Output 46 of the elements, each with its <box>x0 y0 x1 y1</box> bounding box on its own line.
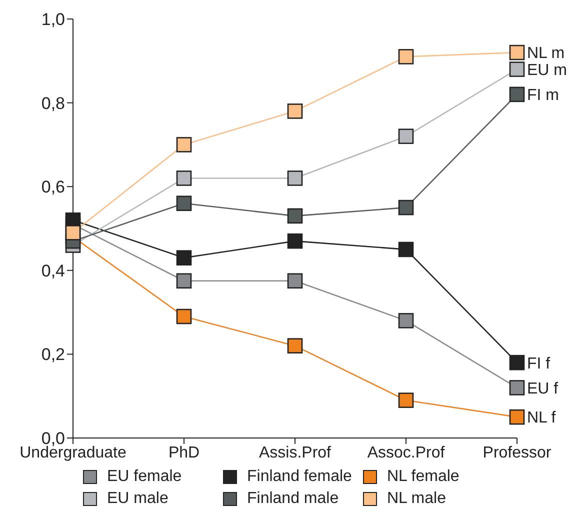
annotation: EU f <box>527 380 559 398</box>
x-tick-label: Assoc.Prof <box>367 444 446 462</box>
point <box>398 128 414 144</box>
legend-label: EU male <box>107 490 168 508</box>
point <box>398 49 414 64</box>
point <box>176 250 192 266</box>
point <box>509 354 525 370</box>
point <box>398 242 414 258</box>
point <box>287 104 303 119</box>
point <box>398 200 414 216</box>
point <box>509 86 525 102</box>
y-tick-label: 0,2 <box>41 345 65 364</box>
point <box>398 313 414 328</box>
y-tick-label: 0,6 <box>41 178 65 197</box>
point <box>176 308 192 324</box>
annotation: FI f <box>527 355 551 372</box>
point <box>509 409 525 425</box>
legend-label: Finland female <box>247 468 352 486</box>
annotation: NL f <box>527 410 556 427</box>
legend-label: NL female <box>387 468 460 486</box>
point <box>176 273 192 289</box>
annotation: NL m <box>527 45 565 62</box>
point <box>398 392 414 408</box>
y-tick-label: 0,8 <box>41 94 65 113</box>
point <box>509 44 525 60</box>
legend-label: EU female <box>107 468 182 486</box>
point <box>176 196 192 212</box>
point <box>287 338 303 354</box>
x-tick-label: PhD <box>168 444 200 462</box>
y-tick-label: 0,4 <box>41 261 65 280</box>
point <box>287 233 303 249</box>
x-tick-label: Professor <box>482 444 552 462</box>
point <box>509 62 525 77</box>
point <box>176 170 192 186</box>
point <box>287 208 303 224</box>
x-tick-label: Assis.Prof <box>258 444 332 462</box>
point <box>509 380 525 396</box>
annotation: FI m <box>527 87 559 104</box>
annotation: EU m <box>527 62 567 79</box>
y-tick-label: 1,0 <box>41 10 65 30</box>
legend-label: NL male <box>387 490 446 508</box>
point <box>287 170 303 186</box>
point <box>287 273 303 289</box>
legend-label: Finland male <box>247 490 339 508</box>
point <box>176 137 192 152</box>
point <box>65 225 81 240</box>
